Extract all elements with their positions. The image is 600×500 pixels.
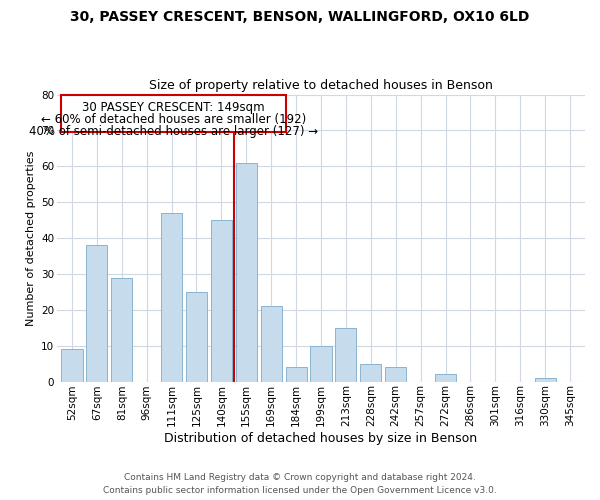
Bar xyxy=(385,367,406,382)
FancyBboxPatch shape xyxy=(61,94,286,132)
Bar xyxy=(161,213,182,382)
Text: Contains HM Land Registry data © Crown copyright and database right 2024.
Contai: Contains HM Land Registry data © Crown c… xyxy=(103,474,497,495)
Bar xyxy=(286,367,307,382)
Bar xyxy=(260,306,282,382)
Bar xyxy=(211,220,232,382)
Y-axis label: Number of detached properties: Number of detached properties xyxy=(26,150,35,326)
Text: 30, PASSEY CRESCENT, BENSON, WALLINGFORD, OX10 6LD: 30, PASSEY CRESCENT, BENSON, WALLINGFORD… xyxy=(70,10,530,24)
Text: 40% of semi-detached houses are larger (127) →: 40% of semi-detached houses are larger (… xyxy=(29,126,318,138)
Bar xyxy=(435,374,456,382)
Bar xyxy=(86,245,107,382)
Text: 30 PASSEY CRESCENT: 149sqm: 30 PASSEY CRESCENT: 149sqm xyxy=(82,101,265,114)
Bar xyxy=(360,364,382,382)
Bar xyxy=(310,346,332,382)
Bar xyxy=(61,350,83,382)
Text: ← 60% of detached houses are smaller (192): ← 60% of detached houses are smaller (19… xyxy=(41,113,306,126)
Bar xyxy=(111,278,133,382)
Bar xyxy=(335,328,356,382)
Bar xyxy=(535,378,556,382)
Bar xyxy=(186,292,207,382)
X-axis label: Distribution of detached houses by size in Benson: Distribution of detached houses by size … xyxy=(164,432,478,445)
Title: Size of property relative to detached houses in Benson: Size of property relative to detached ho… xyxy=(149,79,493,92)
Bar xyxy=(236,162,257,382)
